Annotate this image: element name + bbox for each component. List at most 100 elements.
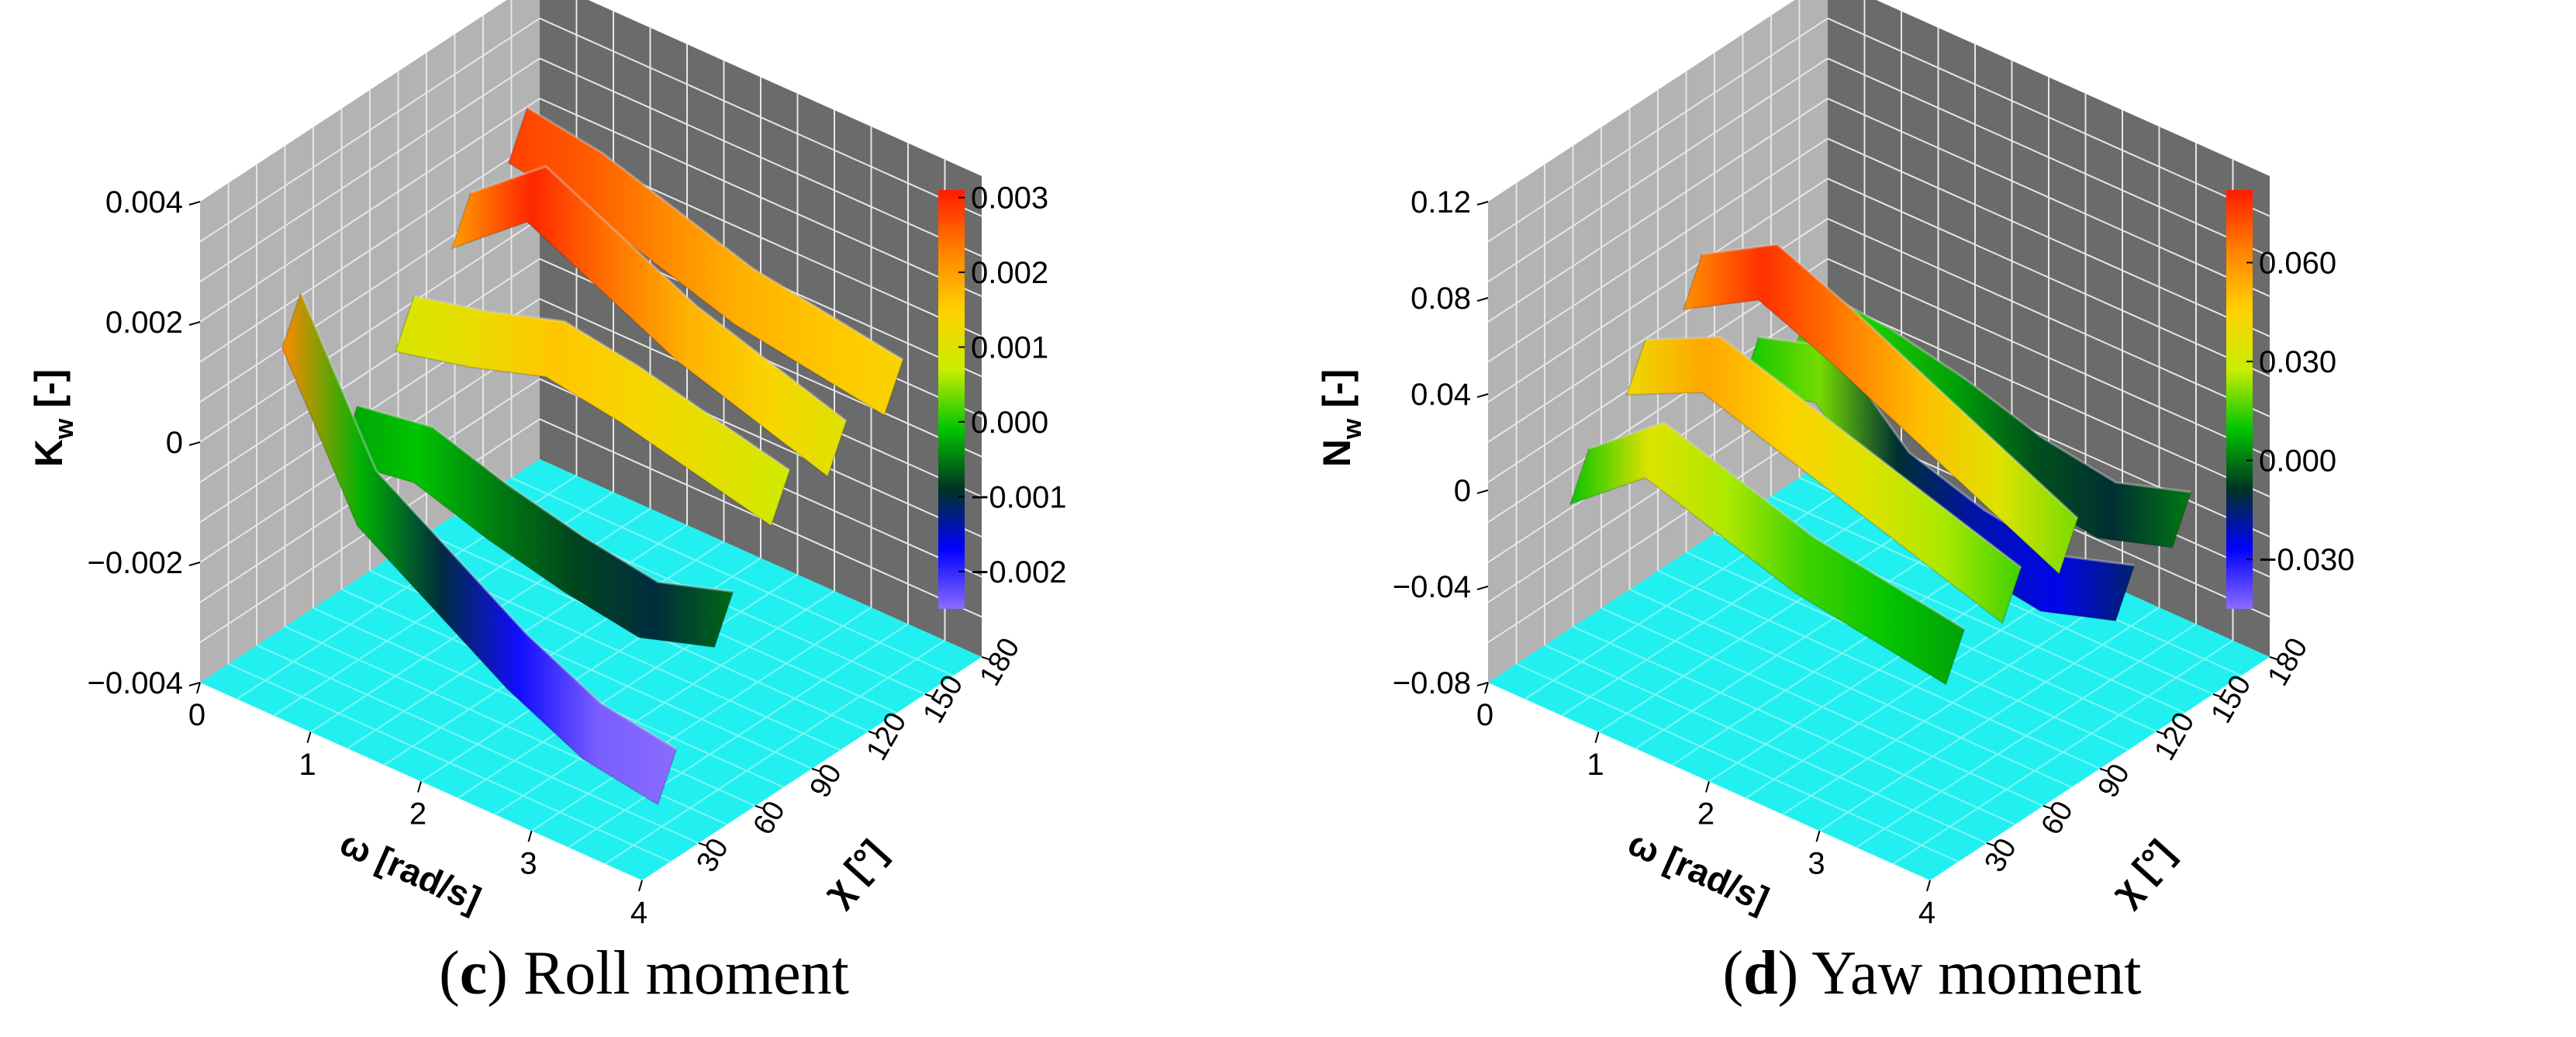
surface xyxy=(281,105,904,806)
x-tick-mark xyxy=(1594,731,1600,744)
x-tick-label: 0 xyxy=(188,698,205,732)
grid-line xyxy=(199,57,540,283)
z-axis-label: Kw [-] xyxy=(27,369,79,467)
ridge-highlight xyxy=(1588,420,1966,631)
yaw-moment-panel: 0.12 0.08 0.04 0 −0.04 −0.08 Nw [-] 0 1 2 3 4 ω [rad… xyxy=(1288,0,2576,1037)
y-tick-mark xyxy=(754,805,765,810)
z-tick-mark xyxy=(188,682,201,686)
z-tick-mark xyxy=(188,201,201,206)
z-tick-label: −0.08 xyxy=(1393,666,1471,700)
z-tick-label: 0.004 xyxy=(105,185,183,219)
caption-letter: d xyxy=(1743,939,1778,1008)
surface-ridge xyxy=(281,290,678,806)
ridge-highlight xyxy=(1701,243,2079,520)
x-tick-label: 3 xyxy=(520,846,537,880)
ridge-highlight xyxy=(527,106,904,361)
surface-ridge xyxy=(337,404,734,648)
y-axis-label: χ [°] xyxy=(2104,832,2182,913)
surface-ridge xyxy=(1682,244,2079,576)
x-tick-mark xyxy=(196,682,201,694)
z-tick-label: 0.04 xyxy=(1411,378,1471,412)
y-tick-mark xyxy=(924,693,935,698)
surface xyxy=(1569,243,2192,686)
z-tick-label: −0.004 xyxy=(88,666,183,700)
floor-grid xyxy=(228,475,954,865)
y-tick-mark xyxy=(1986,842,1997,847)
colorbar-tick-label: 0.003 xyxy=(971,181,1048,216)
ridge-highlight xyxy=(1815,286,2191,493)
z-tick-label: 0 xyxy=(1454,474,1471,508)
y-tick-mark xyxy=(2156,731,2167,735)
z-tick-mark xyxy=(1476,393,1489,398)
ridge-highlight xyxy=(470,164,848,422)
y-tick-mark xyxy=(2269,656,2280,661)
yaw-moment-chart: 0.12 0.08 0.04 0 −0.04 −0.08 Nw [-] 0 1 2 3 4 ω [rad… xyxy=(1315,0,2354,930)
z-tick-label: 0 xyxy=(166,426,183,460)
grid-line xyxy=(1487,418,1828,644)
z-axis-label: Nw [-] xyxy=(1315,369,1367,467)
colorbar-tick-label: 0.002 xyxy=(971,256,1048,290)
z-tick-label: 0.12 xyxy=(1411,185,1471,219)
grid-line xyxy=(199,17,540,243)
x-tick-label: 1 xyxy=(1587,748,1604,782)
caption-letter: c xyxy=(459,939,488,1008)
z-tick-label: −0.04 xyxy=(1393,570,1471,604)
grid-line xyxy=(1487,17,1828,243)
grid-line xyxy=(1487,137,1828,363)
yaw-moment-caption: (d) Yaw moment xyxy=(1722,939,2142,1008)
grid-line xyxy=(199,258,540,483)
x-tick-label: 0 xyxy=(1476,698,1493,732)
x-tick-mark xyxy=(638,880,643,892)
x-tick-label: 2 xyxy=(1697,797,1714,831)
x-axis-label: ω [rad/s] xyxy=(1622,822,1775,920)
colorbar-tick-label: 0.000 xyxy=(2259,444,2336,479)
z-tick-label: 0.08 xyxy=(1411,282,1471,316)
surface-ridge xyxy=(1569,421,1966,686)
x-tick-label: 3 xyxy=(1808,846,1825,880)
y-tick-mark xyxy=(2042,805,2053,810)
floor-grid-line xyxy=(1892,639,2234,865)
caption-text: Yaw moment xyxy=(1811,939,2142,1008)
ridge-highlight xyxy=(413,295,791,472)
grid-line xyxy=(1487,98,1828,323)
colorbar-tick-label: −0.030 xyxy=(2259,543,2354,577)
caption-text: Roll moment xyxy=(523,939,849,1008)
x-tick-label: 4 xyxy=(1918,896,1935,930)
y-tick-mark xyxy=(868,731,879,735)
colorbar-tick-label: −0.002 xyxy=(971,555,1066,589)
z-tick-mark xyxy=(1476,682,1489,686)
x-tick-mark xyxy=(1815,830,1821,842)
grid-line xyxy=(199,137,540,363)
y-tick-mark xyxy=(2212,693,2223,698)
x-tick-mark xyxy=(1705,781,1710,793)
grid-line xyxy=(1487,57,1828,283)
floor-grid-line xyxy=(604,639,946,865)
x-tick-mark xyxy=(417,781,422,793)
x-tick-mark xyxy=(527,830,533,842)
y-tick-mark xyxy=(2099,768,2110,773)
floor-grid-line xyxy=(511,477,954,676)
z-tick-mark xyxy=(1476,586,1489,590)
grid-line xyxy=(1487,298,1828,524)
z-tick-label: −0.002 xyxy=(88,546,183,580)
x-tick-mark xyxy=(306,731,312,744)
x-tick-label: 1 xyxy=(299,748,316,782)
y-axis-label: χ [°] xyxy=(816,832,894,913)
roll-moment-panel: 0.004 0.002 0 −0.002 −0.004 Kw [-] 0 1 2 3 4 ω [rad… xyxy=(27,0,1066,1008)
surface-ridge xyxy=(394,295,791,527)
x-tick-mark xyxy=(1484,682,1489,694)
roll-moment-caption: (c) Roll moment xyxy=(439,939,849,1008)
colorbar-tick-label: −0.001 xyxy=(971,480,1066,514)
ridge-highlight xyxy=(299,292,678,751)
colorbar-tick-label: 0.001 xyxy=(971,331,1048,365)
grid-line xyxy=(199,98,540,323)
surface-ridge xyxy=(1625,336,2022,625)
colorbar xyxy=(2226,190,2253,609)
colorbar-tick-label: 0.060 xyxy=(2259,247,2336,281)
z-tick-mark xyxy=(1476,201,1489,206)
z-tick-mark xyxy=(1476,297,1489,302)
colorbar-tick-label: 0.030 xyxy=(2259,345,2336,379)
surface-ridge xyxy=(451,165,848,479)
x-tick-label: 4 xyxy=(630,896,647,930)
x-tick-mark xyxy=(1926,880,1931,892)
